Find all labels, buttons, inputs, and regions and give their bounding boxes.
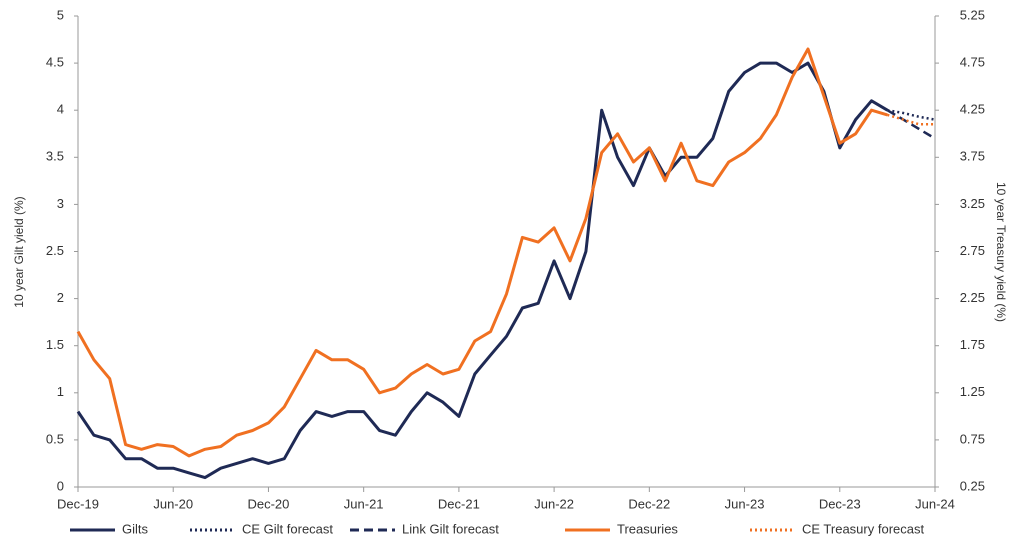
x-tick-label: Jun-24 [915,496,955,511]
y2-tick-label: 0.75 [960,431,985,446]
y2-tick-label: 1.25 [960,384,985,399]
x-tick-label: Jun-22 [534,496,574,511]
y2-tick-label: 5.25 [960,7,985,22]
series-line [76,61,889,480]
y-tick-label: 3.5 [46,149,64,164]
x-tick-label: Dec-19 [57,496,99,511]
x-tick-label: Jun-21 [344,496,384,511]
y2-tick-label: 4.25 [960,102,985,117]
series-line [887,113,935,126]
y-tick-label: 4 [57,102,64,117]
y2-tick-label: 2.25 [960,290,985,305]
legend-label: Gilts [122,521,149,536]
y2-tick-label: 2.75 [960,243,985,258]
legend-label: Treasuries [617,521,678,536]
x-tick-label: Dec-23 [819,496,861,511]
legend-label: CE Treasury forecast [802,521,924,536]
y-axis-title: 10 year Gilt yield (%) [12,196,26,307]
x-tick-label: Dec-21 [438,496,480,511]
x-tick-label: Dec-20 [247,496,289,511]
y2-axis-title: 10 year Treasury yield (%) [994,182,1008,322]
y-tick-label: 2.5 [46,243,64,258]
y2-tick-label: 0.25 [960,478,985,493]
x-tick-label: Jun-20 [153,496,193,511]
y-tick-label: 3 [57,196,64,211]
y2-tick-label: 4.75 [960,55,985,70]
y2-tick-label: 3.25 [960,196,985,211]
series-line [886,109,936,140]
y2-tick-label: 1.75 [960,337,985,352]
legend-label: Link Gilt forecast [402,521,499,536]
legend-label: CE Gilt forecast [242,521,333,536]
y-tick-label: 1 [57,384,64,399]
y-tick-label: 5 [57,7,64,22]
y-tick-label: 2 [57,290,64,305]
x-tick-label: Jun-23 [725,496,765,511]
y-tick-label: 0.5 [46,431,64,446]
y2-tick-label: 3.75 [960,149,985,164]
y-tick-label: 0 [57,478,64,493]
series-line [887,108,936,121]
series-line [76,47,888,458]
y-tick-label: 4.5 [46,55,64,70]
x-tick-label: Dec-22 [628,496,670,511]
y-tick-label: 1.5 [46,337,64,352]
